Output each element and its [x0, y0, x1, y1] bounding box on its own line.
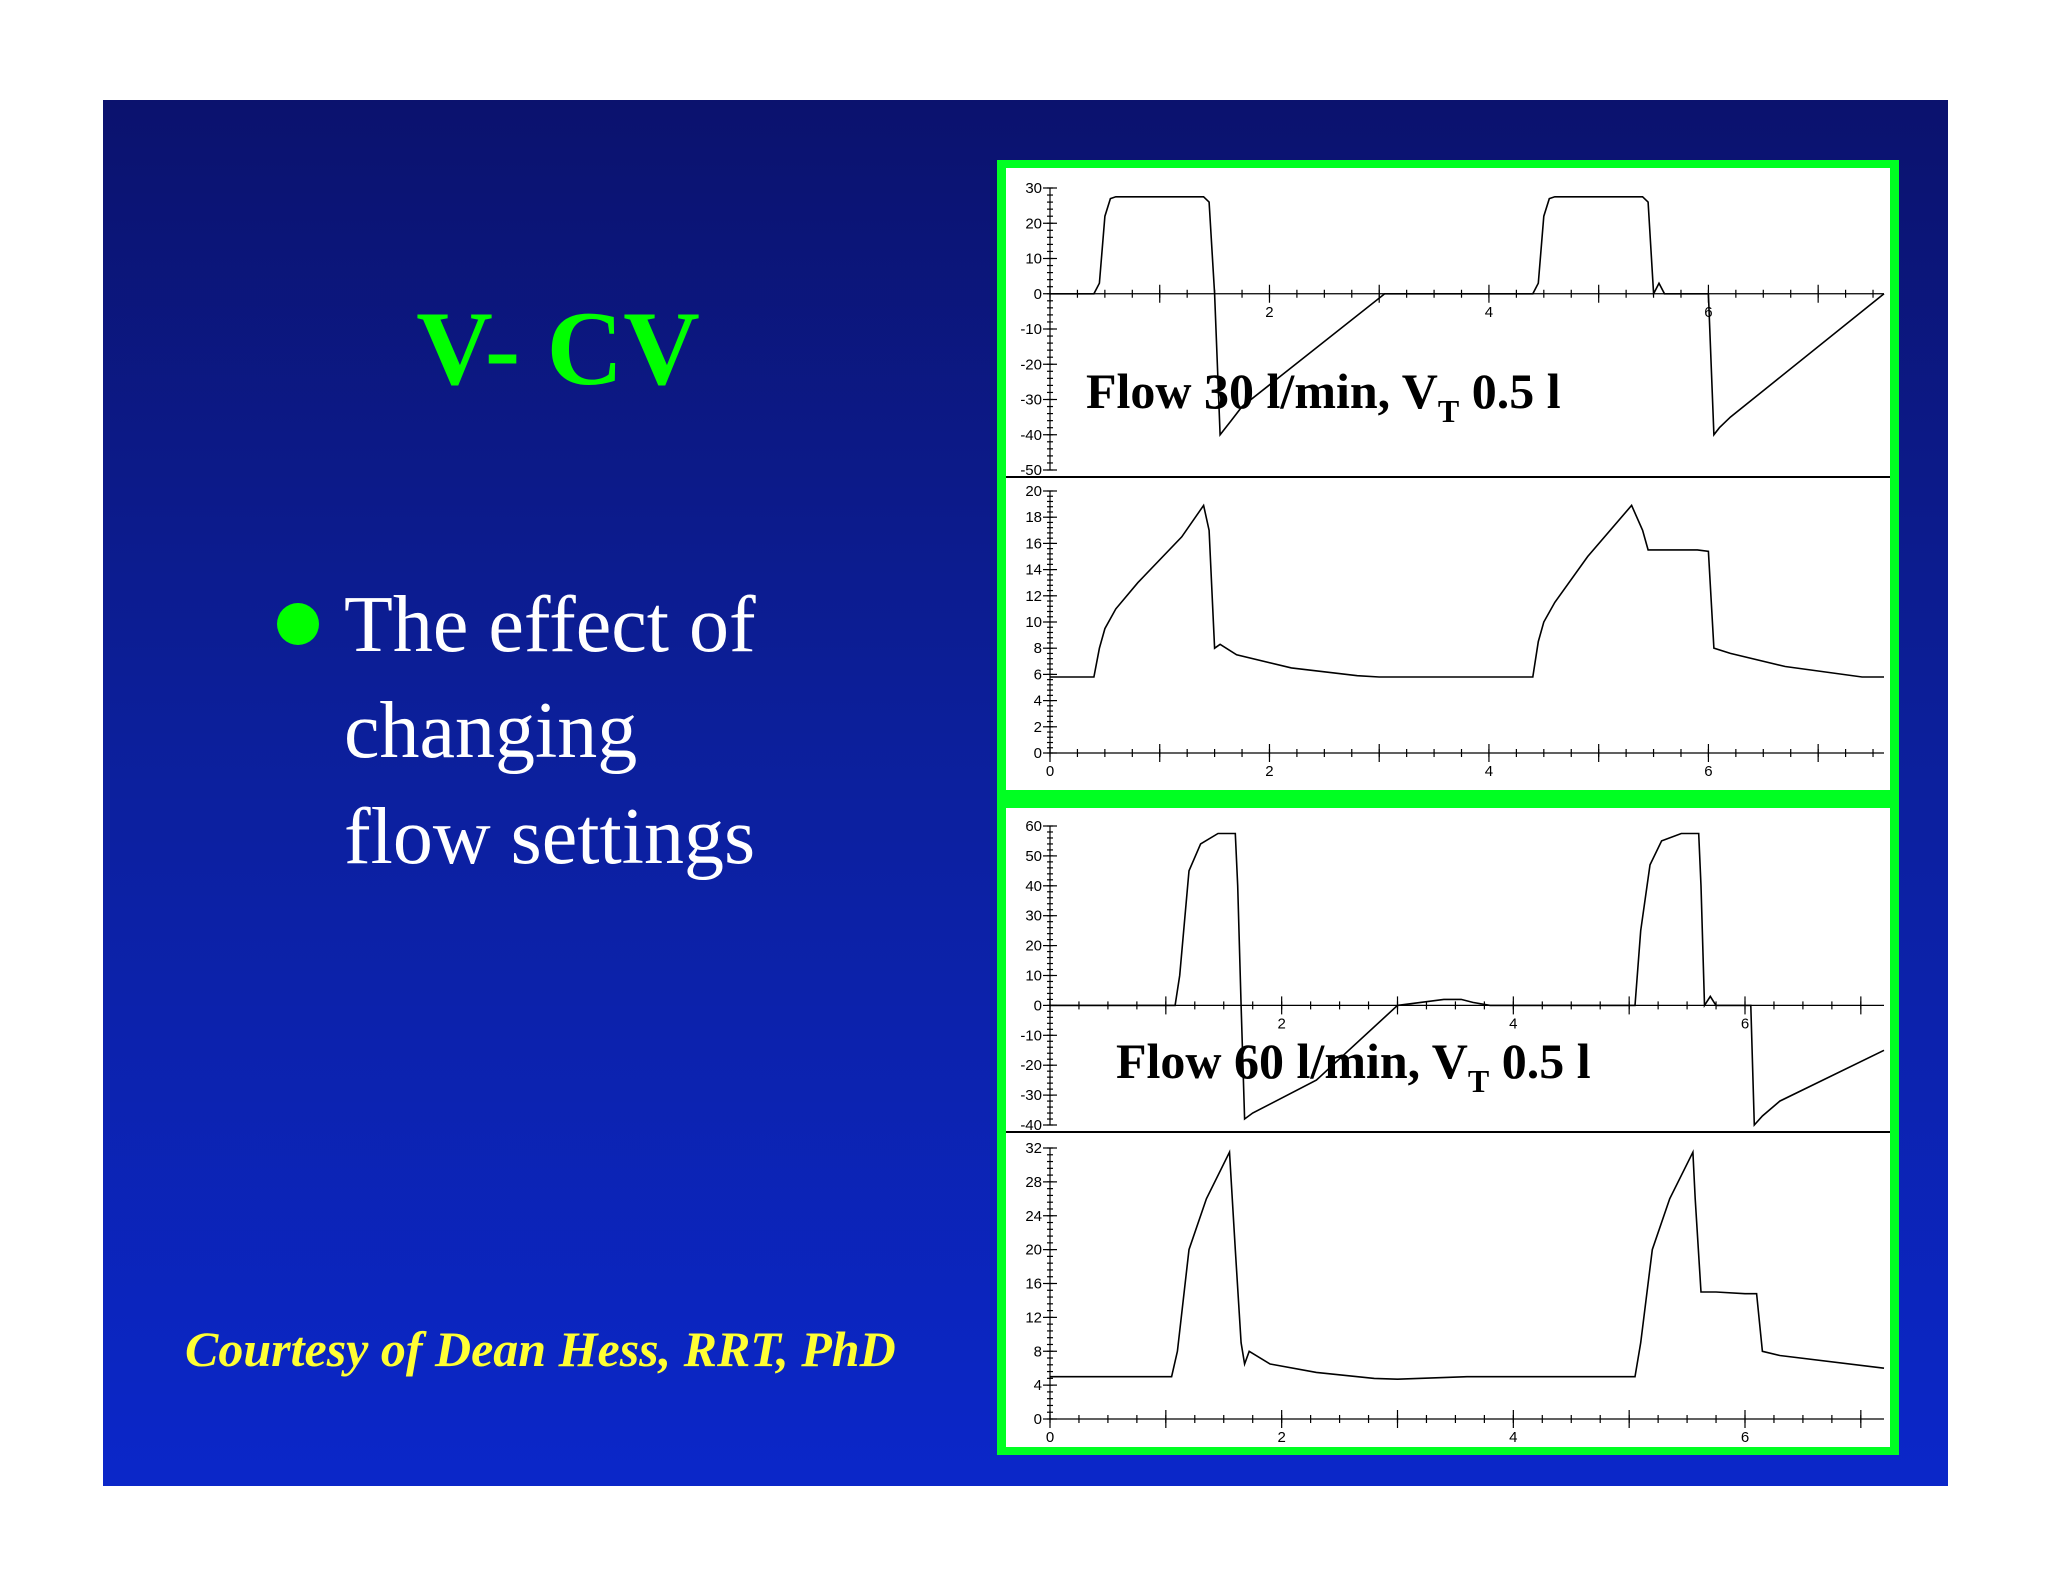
caption-subscript: T [1438, 393, 1459, 429]
bullet-line-1: The effect of [344, 581, 756, 669]
y-tick-label: 24 [1025, 1208, 1042, 1225]
y-tick-label: -40 [1020, 427, 1042, 444]
y-tick-label: 12 [1025, 1309, 1042, 1326]
x-tick-label: 0 [1046, 1429, 1054, 1446]
y-tick-label: 0 [1034, 1411, 1042, 1428]
chart-panel-30-lpm: 30 20 10 0 -10 -20 -30 -40 -50 2 4 6 Flow 30 l/min, … [1006, 168, 1890, 790]
y-tick-label: 10 [1025, 614, 1042, 631]
bullet-text: The effect of changing flow settings [344, 572, 756, 890]
y-tick-label: 40 [1025, 878, 1042, 895]
x-tick-label: 2 [1277, 1429, 1285, 1446]
x-tick-label: 4 [1485, 763, 1493, 780]
series-line-0 [1050, 503, 1884, 678]
y-tick-label: -50 [1020, 462, 1042, 479]
figure-30-lpm: 30 20 10 0 -10 -20 -30 -40 -50 2 4 6 Flow 30 l/min, … [997, 160, 1899, 800]
x-tick-label: 2 [1265, 304, 1273, 321]
x-tick-label: 4 [1485, 304, 1493, 321]
y-tick-label: -40 [1020, 1117, 1042, 1134]
figure-60-lpm: 60 50 40 30 20 10 0 -10 -20 -30 -40 2 4 6 Flow 60 l/mi… [997, 800, 1899, 1455]
y-tick-label: 18 [1025, 509, 1042, 526]
panel-2: 60 50 40 30 20 10 0 -10 -20 -30 -40 2 4 6 Flow 60 l/mi… [1020, 818, 1885, 1134]
y-tick-label: 0 [1034, 745, 1042, 762]
y-tick-label: 30 [1025, 908, 1042, 925]
x-tick-label: 6 [1704, 763, 1712, 780]
y-tick-label: -30 [1020, 392, 1042, 409]
y-tick-label: 20 [1025, 938, 1042, 955]
bullet-dot [277, 603, 319, 645]
y-tick-label: 20 [1025, 1242, 1042, 1259]
y-tick-label: 4 [1034, 1377, 1042, 1394]
panel-caption: Flow 30 l/min, VT 0.5 l [1086, 363, 1561, 429]
slide-background: V- CV The effect of changing flow settin… [103, 100, 1948, 1486]
y-tick-label: 28 [1025, 1174, 1042, 1191]
y-tick-label: 30 [1025, 180, 1042, 197]
series-line-0 [1050, 195, 1885, 438]
y-tick-label: 0 [1034, 997, 1042, 1014]
caption-tail: 0.5 l [1459, 363, 1561, 419]
panel-caption: Flow 60 l/min, VT 0.5 l [1116, 1033, 1591, 1099]
y-tick-label: 60 [1025, 818, 1042, 835]
y-tick-label: 32 [1025, 1140, 1042, 1157]
y-tick-label: 8 [1034, 640, 1042, 657]
x-tick-label: 4 [1509, 1429, 1517, 1446]
x-tick-label: 0 [1046, 763, 1054, 780]
y-tick-label: 10 [1025, 968, 1042, 985]
series-line-0 [1050, 1149, 1885, 1381]
x-tick-label: 4 [1509, 1015, 1517, 1032]
y-tick-label: 4 [1034, 693, 1042, 710]
caption-main: Flow 60 l/min, V [1116, 1033, 1468, 1089]
bullet-line-3: flow settings [344, 793, 756, 881]
y-tick-label: 8 [1034, 1343, 1042, 1360]
y-tick-label: 14 [1025, 562, 1042, 579]
y-tick-label: 20 [1025, 483, 1042, 500]
y-tick-label: 20 [1025, 215, 1042, 232]
x-tick-label: 6 [1741, 1015, 1749, 1032]
x-tick-label: 2 [1265, 763, 1273, 780]
y-tick-label: 16 [1025, 535, 1042, 552]
y-tick-label: 16 [1025, 1276, 1042, 1293]
x-tick-label: 6 [1741, 1429, 1749, 1446]
chart-panel-60-lpm: 60 50 40 30 20 10 0 -10 -20 -30 -40 2 4 6 Flow 60 l/mi… [1006, 808, 1890, 1447]
x-tick-label: 2 [1277, 1015, 1285, 1032]
bullet-line-2: changing [344, 687, 638, 775]
y-tick-label: 12 [1025, 588, 1042, 605]
y-tick-label: 10 [1025, 251, 1042, 268]
caption-tail: 0.5 l [1489, 1033, 1591, 1089]
y-tick-label: -10 [1020, 321, 1042, 338]
y-tick-label: -30 [1020, 1087, 1042, 1104]
series-line-0 [1050, 832, 1885, 1128]
credit-text: Courtesy of Dean Hess, RRT, PhD [185, 1321, 896, 1377]
y-tick-label: -10 [1020, 1027, 1042, 1044]
y-tick-label: 50 [1025, 848, 1042, 865]
caption-main: Flow 30 l/min, V [1086, 363, 1438, 419]
caption-subscript: T [1468, 1063, 1489, 1099]
y-tick-label: -20 [1020, 1057, 1042, 1074]
y-tick-label: 6 [1034, 666, 1042, 683]
y-tick-label: 2 [1034, 719, 1042, 736]
slide-title: V- CV [416, 290, 700, 407]
y-tick-label: -20 [1020, 356, 1042, 373]
y-tick-label: 0 [1034, 286, 1042, 303]
